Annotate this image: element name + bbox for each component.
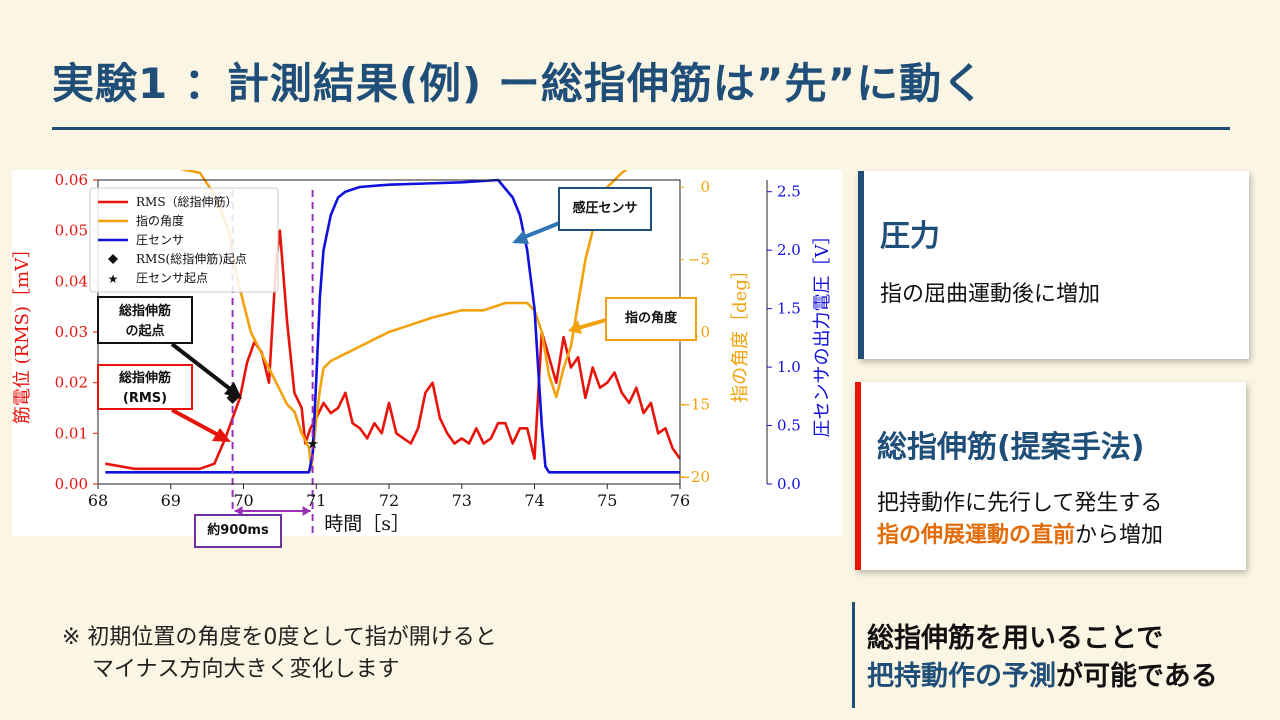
callout-onset-arrow — [170, 342, 236, 394]
callout-onset-line2: の起点 — [125, 324, 165, 339]
y-left-tick-label: 0.01 — [55, 424, 88, 442]
angle-note-line2: マイナス方向大きく変化します — [92, 657, 400, 682]
card-muscle-heading: 総指伸筋(提案手法) — [877, 430, 1145, 465]
y-angle-tick-label: −15 — [678, 395, 710, 413]
series-line-2 — [179, 170, 629, 471]
y-pressure-axis-label: 圧センサの出力電圧［V］ — [812, 227, 833, 438]
card-muscle-highlight: 指の伸展運動の直前 — [877, 523, 1076, 548]
y-left-axis-label: 筋電位 (RMS)［mV］ — [12, 240, 33, 424]
pressure-onset-marker: ★ — [306, 436, 319, 452]
legend-label: 圧センサ — [136, 233, 184, 247]
y-left-tick-label: 0.05 — [55, 222, 88, 240]
y-pressure-tick-label: 0.5 — [777, 417, 801, 435]
series-line-1 — [105, 229, 682, 471]
callout-interval: 約900ms — [194, 514, 282, 548]
y-left-tick-label: 0.02 — [55, 374, 88, 392]
chart-svg: ★ 68 69 70 71 72 73 74 75 76時間［s］0.000.010.020.0… — [12, 170, 833, 536]
x-tick-label: 75 — [597, 491, 617, 510]
legend-label: 指の角度 — [136, 213, 184, 228]
callout-pressure-arrowhead — [512, 230, 529, 244]
angle-note: ※ 初期位置の角度を0度として指が開けると マイナス方向大きく変化します — [62, 622, 497, 686]
callout-onset-arrowhead — [224, 382, 242, 399]
conclusion: 総指伸筋を用いることで 把持動作の予測が可能である — [852, 602, 1275, 708]
x-tick-label: 73 — [452, 491, 472, 510]
callout-angle: 指の角度 — [605, 297, 697, 341]
callout-angle-arrow — [577, 318, 607, 330]
x-tick-label: 71 — [306, 491, 326, 510]
card-muscle-accent — [855, 382, 861, 570]
interval-arrowhead-left — [234, 506, 243, 516]
card-pressure-heading: 圧力 — [880, 219, 940, 254]
callout-onset: 総指伸筋 の起点 — [97, 296, 193, 344]
y-angle-tick-label: −5 — [688, 251, 710, 269]
series-line-3 — [105, 178, 680, 474]
title-underline — [52, 127, 1230, 130]
legend-label: 圧センサ起点 — [136, 271, 208, 285]
callout-angle-arrowhead — [568, 320, 582, 334]
y-pressure-tick-label: 2.0 — [777, 241, 801, 259]
x-tick-label: 70 — [233, 491, 253, 510]
legend-label: RMS(総指伸筋)起点 — [136, 251, 247, 266]
conclusion-line2: 把持動作の予測が可能である — [867, 654, 1218, 693]
page-title: 実験1 ：計測結果(例) ー総指伸筋は”先”に動く — [52, 59, 986, 108]
y-left-tick-label: 0.00 — [55, 475, 88, 493]
callout-pressure: 感圧センサ — [558, 187, 652, 231]
card-pressure-body: 指の屈曲運動後に増加 — [880, 282, 1101, 307]
card-muscle-body-line1: 把持動作に先行して発生する — [877, 491, 1163, 516]
card-pressure: 圧力 指の屈曲運動後に増加 — [858, 171, 1249, 359]
y-angle-axis-label: 指の角度［deg］ — [730, 261, 751, 403]
x-tick-label: 68 — [88, 491, 108, 510]
y-angle-tick-label: 0 — [700, 178, 710, 196]
y-left-tick-label: 0.06 — [55, 171, 88, 189]
x-axis-label: 時間［s］ — [324, 513, 410, 535]
emg-chart: ★ 68 69 70 71 72 73 74 75 76 時間［s］ 0.00 0.01 0.02 0.0… — [12, 170, 842, 548]
y-pressure-tick-label: 1.0 — [777, 358, 801, 376]
y-angle-tick-label: −20 — [678, 468, 710, 486]
callout-rms-line1: 総指伸筋 — [118, 371, 171, 386]
card-pressure-accent — [858, 171, 864, 359]
callout-onset-line1: 総指伸筋 — [118, 304, 171, 319]
callout-rms-line2: (RMS) — [122, 391, 168, 406]
y-pressure-tick-label: 1.5 — [777, 300, 801, 318]
conclusion-line1: 総指伸筋を用いることで — [867, 623, 1164, 654]
y-pressure-tick-label: 2.5 — [777, 183, 801, 201]
x-tick-label: 76 — [670, 491, 690, 510]
callout-rms-arrow — [171, 408, 223, 439]
card-muscle-body-line2: 指の伸展運動の直前から増加 — [877, 520, 1163, 552]
callout-rms-arrowhead — [212, 428, 231, 442]
card-muscle-body-rest: から増加 — [1075, 523, 1164, 548]
legend-box — [89, 187, 279, 293]
angle-note-line1: ※ 初期位置の角度を0度として指が開けると — [62, 625, 497, 650]
y-left-tick-label: 0.04 — [55, 272, 88, 290]
legend-label: RMS（総指伸筋） — [136, 194, 238, 209]
x-tick-label: 69 — [161, 491, 181, 510]
y-pressure-tick-label: 0.0 — [777, 475, 801, 493]
callout-rms: 総指伸筋 (RMS) — [97, 364, 193, 410]
legend-swatch: ★ — [108, 272, 119, 286]
x-tick-label: 74 — [524, 491, 544, 510]
x-tick-label: 72 — [379, 491, 399, 510]
y-left-tick-label: 0.03 — [55, 323, 88, 341]
card-muscle: 総指伸筋(提案手法) 把持動作に先行して発生する 指の伸展運動の直前から増加 — [855, 382, 1246, 570]
interval-arrowhead-right — [302, 506, 311, 516]
conclusion-highlight: 把持動作の予測 — [867, 661, 1056, 692]
conclusion-rest: が可能である — [1056, 661, 1218, 692]
legend-swatch — [108, 254, 118, 264]
